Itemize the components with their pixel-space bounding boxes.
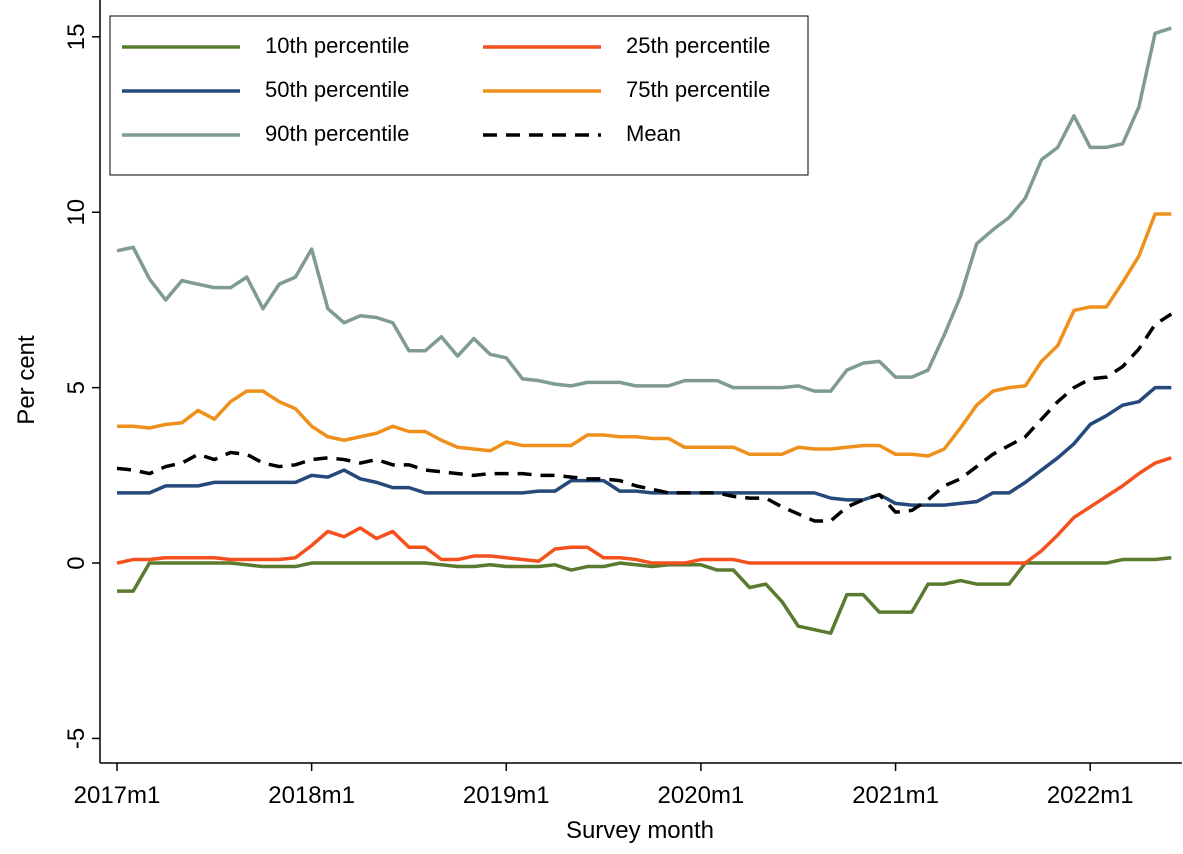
legend-label: 90th percentile (265, 121, 409, 146)
legend-box (109, 15, 809, 176)
legend-label: 10th percentile (265, 33, 409, 58)
legend-label: 75th percentile (626, 77, 770, 102)
line-series (117, 385, 1172, 507)
y-tick-label: -5 (63, 728, 90, 749)
x-tick-label: 2022m1 (1047, 782, 1134, 809)
y-tick-label: 0 (63, 556, 90, 569)
x-axis-label: Survey month (566, 817, 714, 844)
x-tick-label: 2017m1 (74, 782, 161, 809)
y-tick-label: 5 (63, 381, 90, 394)
x-tick-label: 2018m1 (268, 782, 355, 809)
line-series (116, 26, 1172, 393)
x-tick-label: 2020m1 (658, 782, 745, 809)
x-tick-label: 2021m1 (852, 782, 939, 809)
legend-label: 50th percentile (265, 77, 409, 102)
line-series (116, 312, 1173, 523)
line-series (117, 212, 1172, 458)
legend-label: 25th percentile (626, 33, 770, 58)
legend: 10th percentile 25th percentile 50th perce… (109, 15, 809, 176)
y-axis-label: Per cent (13, 335, 40, 425)
x-tick-label: 2019m1 (463, 782, 550, 809)
y-tick-label: 15 (63, 23, 90, 50)
legend-label: Mean (626, 121, 681, 146)
line-series (116, 456, 1172, 565)
line-series (117, 556, 1172, 635)
y-tick-label: 10 (63, 199, 90, 226)
